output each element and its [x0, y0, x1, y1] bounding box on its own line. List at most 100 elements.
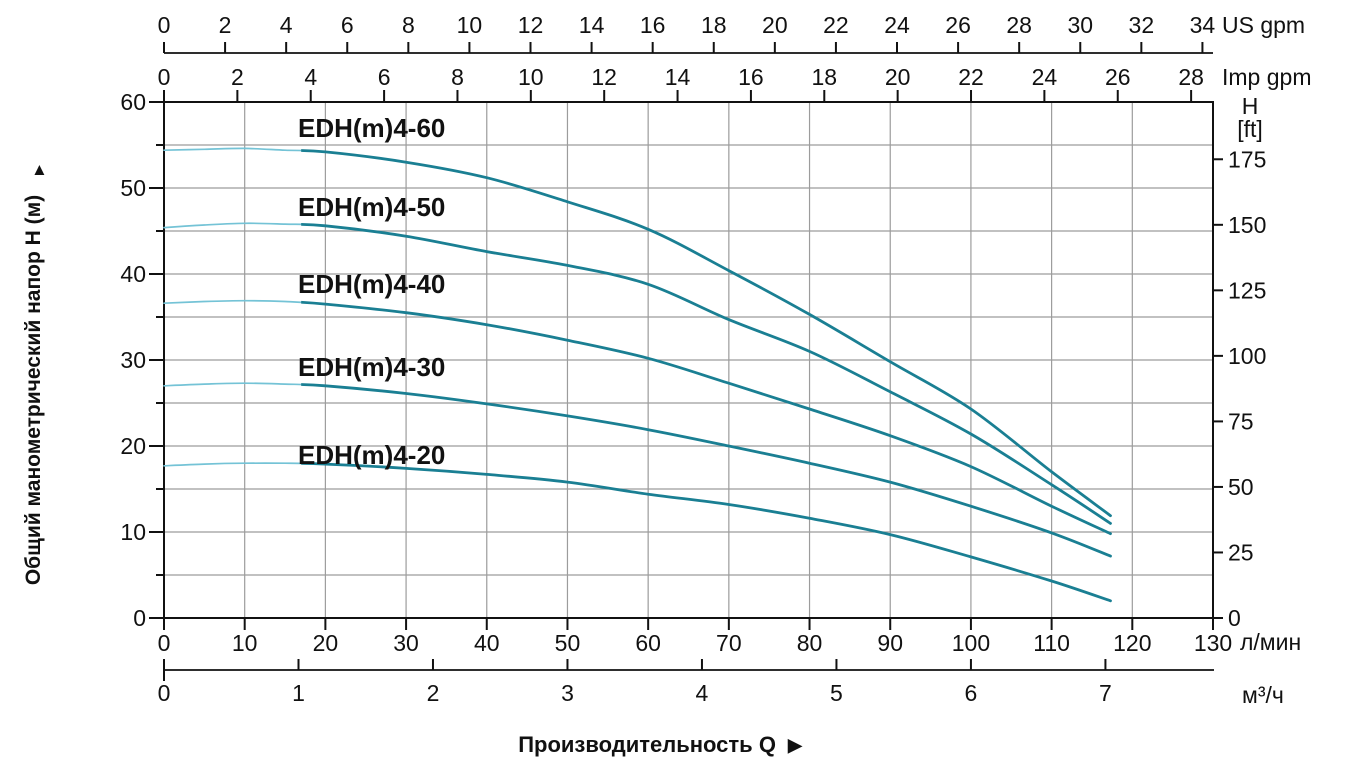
curve-EDH(m)4-30 — [301, 383, 1112, 558]
right-axis-h-label: H — [1241, 93, 1259, 119]
lmin-tick-label: 90 — [877, 630, 903, 656]
left-tick-label: 0 — [133, 605, 146, 631]
left-tick-label: 50 — [120, 175, 146, 201]
curve-label: EDH(m)4-50 — [298, 192, 445, 222]
us-gpm-tick-label: 6 — [341, 12, 354, 38]
us-gpm-tick-label: 24 — [884, 12, 910, 38]
lmin-tick-label: 40 — [474, 630, 500, 656]
us-gpm-tick-label: 12 — [518, 12, 544, 38]
us-gpm-tick-label: 18 — [701, 12, 727, 38]
lmin-tick-label: 20 — [313, 630, 339, 656]
left-tick-label: 60 — [120, 89, 146, 115]
imp-gpm-tick-label: 0 — [158, 64, 171, 90]
m3h-tick-label: 2 — [427, 680, 440, 706]
us-gpm-tick-label: 0 — [158, 12, 171, 38]
us-gpm-tick-label: 10 — [457, 12, 483, 38]
imp-gpm-tick-label: 8 — [451, 64, 464, 90]
us-gpm-tick-label: 22 — [823, 12, 849, 38]
imp-gpm-tick-label: 14 — [665, 64, 691, 90]
right-axis-ft: 0 25 50 75 100 125 150 175 — [1213, 146, 1266, 631]
lmin-tick-label: 0 — [158, 630, 171, 656]
imp-gpm-tick-label: 6 — [378, 64, 391, 90]
lmin-tick-label: 80 — [797, 630, 823, 656]
y-axis-up-arrow-icon: ▲ — [31, 160, 48, 179]
us-gpm-tick-label: 14 — [579, 12, 605, 38]
us-gpm-tick-label: 26 — [945, 12, 971, 38]
us-gpm-tick-label: 32 — [1129, 12, 1155, 38]
lmin-tick-label: 30 — [393, 630, 419, 656]
y-axis-title: Общий манометрический напор H (м) — [22, 194, 45, 586]
left-tick-label: 30 — [120, 347, 146, 373]
left-tick-label: 20 — [120, 433, 146, 459]
curve-label: EDH(m)4-60 — [298, 113, 445, 143]
lmin-tick-label: 70 — [716, 630, 742, 656]
m3h-tick-label: 0 — [158, 680, 171, 706]
curve-EDH(m)4-40 — [301, 300, 1112, 536]
left-axis-m: 0 10 20 30 40 50 60 — [120, 89, 164, 631]
grid-lines — [164, 102, 1213, 618]
right-axis-ft-label: [ft] — [1237, 116, 1263, 142]
left-tick-label: 40 — [120, 261, 146, 287]
m3h-tick-label: 6 — [965, 680, 978, 706]
lmin-tick-label: 10 — [232, 630, 258, 656]
imp-gpm-axis-unit-label: Imp gpm — [1222, 64, 1312, 90]
lmin-tick-label: 60 — [635, 630, 661, 656]
right-tick-label: 0 — [1228, 605, 1241, 631]
imp-gpm-tick-label: 12 — [591, 64, 617, 90]
right-tick-label: 100 — [1228, 343, 1266, 369]
m3h-tick-label: 5 — [830, 680, 843, 706]
imp-gpm-tick-label: 22 — [958, 64, 984, 90]
lmin-tick-label: 50 — [555, 630, 581, 656]
curve-light-EDH(m)4-40 — [163, 299, 1112, 535]
imp-gpm-tick-label: 18 — [811, 64, 837, 90]
imp-gpm-tick-label: 2 — [231, 64, 244, 90]
imp-gpm-tick-label: 10 — [518, 64, 544, 90]
us-gpm-axis: 0 2 4 6 8 10 12 14 16 18 20 22 24 26 28 30 32 34 — [158, 12, 1216, 54]
us-gpm-tick-label: 8 — [402, 12, 415, 38]
us-gpm-tick-label: 30 — [1067, 12, 1093, 38]
us-gpm-tick-label: 2 — [219, 12, 232, 38]
imp-gpm-axis: 0 2 4 6 8 10 12 14 16 18 20 22 24 26 28 — [158, 64, 1204, 102]
right-tick-label: 125 — [1228, 277, 1266, 303]
right-tick-label: 50 — [1228, 474, 1254, 500]
right-tick-label: 25 — [1228, 539, 1254, 565]
lmin-tick-label: 110 — [1033, 630, 1070, 656]
us-gpm-tick-label: 4 — [280, 12, 293, 38]
us-gpm-tick-label: 28 — [1006, 12, 1032, 38]
imp-gpm-tick-label: 26 — [1105, 64, 1131, 90]
us-gpm-tick-label: 34 — [1190, 12, 1216, 38]
imp-gpm-tick-label: 28 — [1178, 64, 1204, 90]
imp-gpm-tick-label: 24 — [1032, 64, 1058, 90]
us-gpm-tick-label: 20 — [762, 12, 788, 38]
curve-label: EDH(m)4-30 — [298, 352, 445, 382]
imp-gpm-tick-label: 4 — [304, 64, 317, 90]
curve-EDH(m)4-60 — [301, 149, 1112, 518]
lmin-tick-label: 130 — [1194, 630, 1232, 656]
lmin-axis-unit-label: л/мин — [1240, 629, 1302, 655]
m3h-tick-label: 4 — [696, 680, 709, 706]
pump-curves: EDH(m)4-60 EDH(m)4-50 EDH(m)4-40 EDH(m)4-30… — [163, 113, 1112, 603]
imp-gpm-tick-label: 16 — [738, 64, 764, 90]
right-tick-label: 150 — [1228, 212, 1266, 238]
curve-label: EDH(m)4-40 — [298, 269, 445, 299]
curve-EDH(m)4-50 — [301, 222, 1112, 525]
m3h-tick-label: 7 — [1099, 680, 1112, 706]
left-tick-label: 10 — [120, 519, 146, 545]
m3h-tick-label: 1 — [292, 680, 305, 706]
lmin-tick-label: 100 — [952, 630, 990, 656]
x-axis-title: Производительность Q — [518, 732, 776, 757]
x-axis-title-wrap: Производительность Q ▶ — [450, 732, 870, 758]
curve-label: EDH(m)4-20 — [298, 440, 445, 470]
us-gpm-axis-unit-label: US gpm — [1222, 12, 1306, 38]
imp-gpm-tick-label: 20 — [885, 64, 911, 90]
us-gpm-tick-label: 16 — [640, 12, 666, 38]
x-axis-right-arrow-icon: ▶ — [787, 735, 802, 755]
m3h-axis-unit-label: м³/ч — [1242, 682, 1284, 708]
lmin-axis: 0 10 20 30 40 50 60 70 80 90 100 110 120 130 — [158, 618, 1232, 656]
m3h-axis: 0 1 2 3 4 5 6 7 — [158, 659, 1214, 706]
m3h-tick-label: 3 — [561, 680, 574, 706]
curve-EDH(m)4-20 — [301, 461, 1112, 603]
right-tick-label: 75 — [1228, 408, 1254, 434]
